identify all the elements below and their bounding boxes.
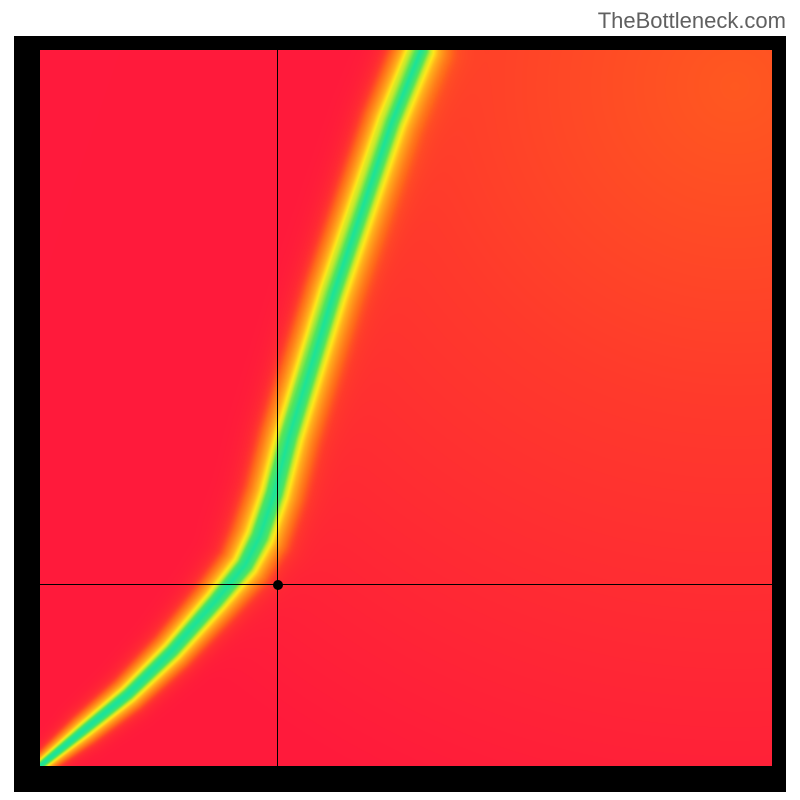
heatmap-region: [40, 50, 772, 766]
crosshair-vertical: [277, 50, 278, 766]
plot-frame: [14, 36, 786, 792]
crosshair-horizontal: [40, 584, 772, 585]
crosshair-marker: [273, 580, 283, 590]
heatmap-canvas: [40, 50, 772, 766]
watermark-text: TheBottleneck.com: [598, 8, 786, 34]
